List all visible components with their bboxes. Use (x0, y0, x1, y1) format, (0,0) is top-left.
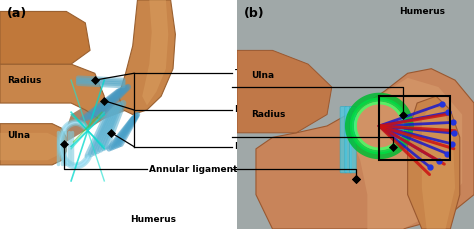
FancyBboxPatch shape (345, 106, 351, 173)
Polygon shape (118, 0, 175, 114)
Text: MCL posterior bundle: MCL posterior bundle (235, 105, 344, 114)
FancyBboxPatch shape (340, 106, 346, 173)
Text: Annular ligament: Annular ligament (149, 165, 238, 174)
Text: Transverse ligament: Transverse ligament (235, 69, 338, 78)
Text: MCL anterior bundle: MCL anterior bundle (235, 142, 338, 151)
Text: Ulna: Ulna (251, 71, 274, 80)
Polygon shape (256, 69, 474, 229)
Bar (379, 96, 450, 160)
Polygon shape (0, 124, 66, 165)
Text: Humerus: Humerus (130, 215, 176, 224)
Text: Radius: Radius (7, 76, 42, 85)
Polygon shape (66, 96, 137, 142)
Text: Humerus: Humerus (399, 7, 445, 16)
Polygon shape (0, 64, 104, 119)
Text: Ulna: Ulna (7, 131, 30, 140)
Polygon shape (422, 105, 455, 229)
Text: (a): (a) (7, 7, 27, 20)
Text: Radius: Radius (251, 110, 286, 119)
Polygon shape (142, 0, 168, 105)
Text: (b): (b) (244, 7, 265, 20)
Polygon shape (351, 78, 462, 229)
Polygon shape (237, 50, 332, 133)
Polygon shape (0, 133, 62, 160)
Polygon shape (0, 11, 90, 64)
FancyBboxPatch shape (349, 106, 356, 173)
Polygon shape (408, 96, 460, 229)
